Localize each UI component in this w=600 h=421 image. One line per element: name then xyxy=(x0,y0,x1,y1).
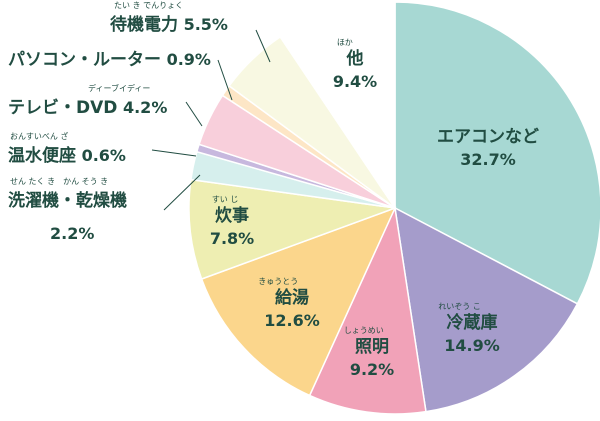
label-hot-water: きゅうとう 給湯 12.6% xyxy=(258,277,320,330)
label-lighting: しょうめい 照明 9.2% xyxy=(343,326,395,379)
leader-standby xyxy=(255,29,271,63)
ruby-washer-dryer: せん たく き かん そう き xyxy=(10,177,109,186)
leader-washer-dryer xyxy=(163,174,201,211)
leader-washlet xyxy=(151,149,197,157)
ruby-standby: たい き でんりょく xyxy=(114,1,184,10)
label-standby: たい き でんりょく 待機電力 5.5% xyxy=(110,1,228,35)
label-washer-dryer: せん たく き かん そう き 洗濯機・乾燥機 xyxy=(8,177,127,211)
leader-pc-router xyxy=(217,59,233,101)
label-cooking: すい じ 炊事 7.8% xyxy=(209,195,255,248)
slice-refrigerator xyxy=(394,206,579,413)
label-refrigerator: れいぞう こ 冷蔵庫 14.9% xyxy=(438,302,500,355)
ruby-washlet: おんすいべん ざ xyxy=(10,132,69,141)
slice-cooking xyxy=(188,178,396,280)
ruby-other: ほか xyxy=(336,38,353,47)
ruby-lighting: しょうめい xyxy=(343,326,384,335)
label-washlet: おんすいべん ざ 温水便座 0.6% xyxy=(8,132,126,166)
slice-hot-water xyxy=(200,206,397,397)
label-aircon: エアコンなど 32.7% xyxy=(437,127,539,169)
ruby-cooking: すい じ xyxy=(211,195,239,204)
label-washer-dryer-pct: 2.2% xyxy=(50,224,95,243)
leader-tv-dvd xyxy=(185,101,203,127)
label-other: ほか 他 9.4% xyxy=(332,38,378,91)
ruby-hot-water: きゅうとう xyxy=(258,277,299,286)
ruby-tv-dvd: ディーブイディー xyxy=(88,84,151,93)
slice-lighting xyxy=(308,205,427,415)
label-pc-router: パソコン・ルーター 0.9% xyxy=(8,50,211,70)
ruby-refrigerator: れいぞう こ xyxy=(438,302,481,311)
label-tv-dvd: ディーブイディー テレビ・DVD 4.2% xyxy=(8,84,168,118)
slice-aircon xyxy=(394,1,600,305)
slice-other xyxy=(279,1,396,211)
